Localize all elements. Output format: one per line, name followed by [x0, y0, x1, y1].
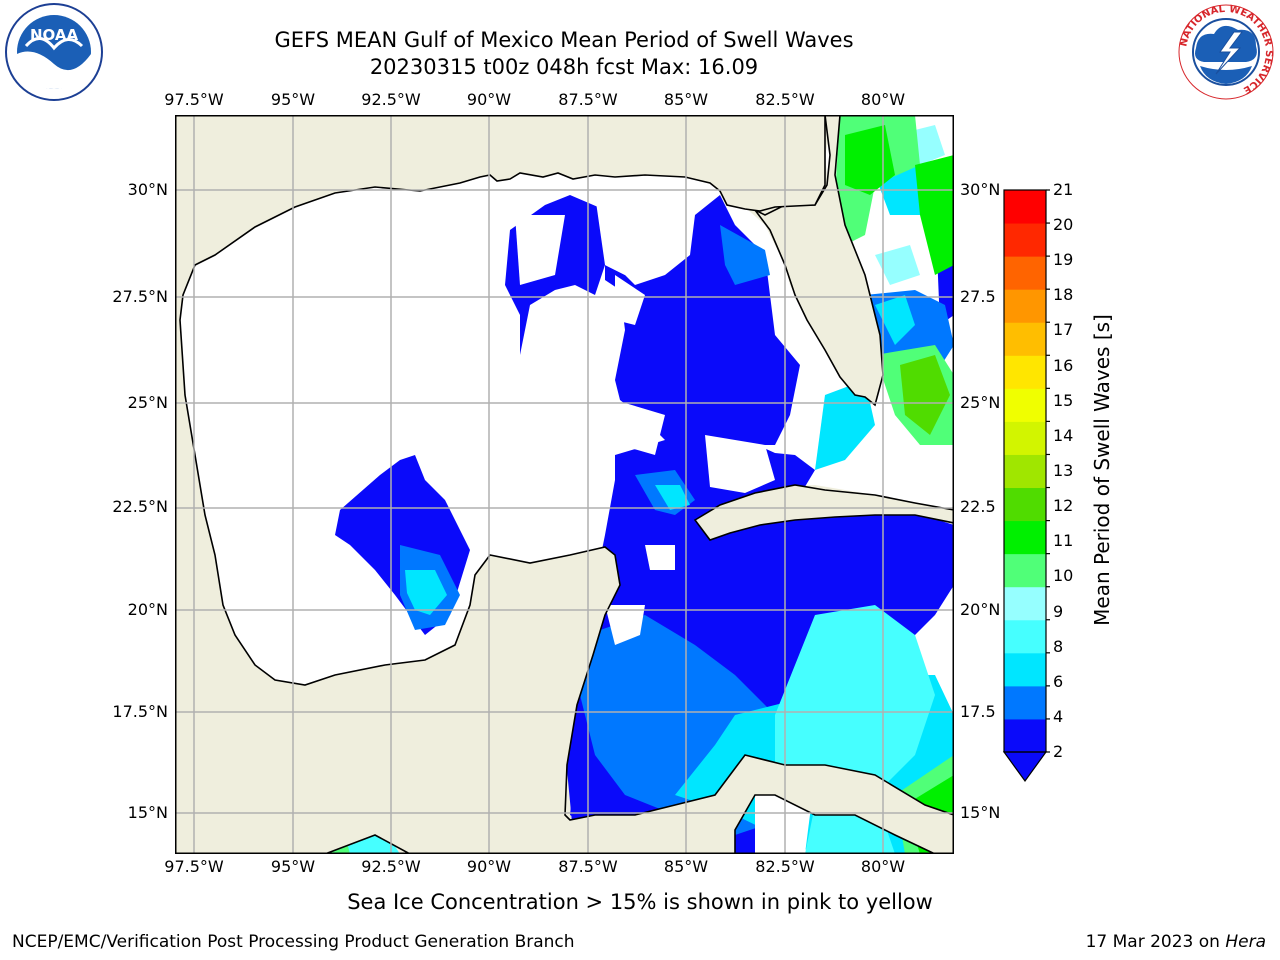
lat-label-left: 17.5°N [112, 702, 168, 721]
colorbar-cell [1004, 421, 1046, 455]
colorbar-cell [1004, 190, 1046, 224]
colorbar-tick-label: 20 [1053, 215, 1074, 234]
sea-ice-note: Sea Ice Concentration > 15% is shown in … [0, 890, 1280, 914]
lat-label-left: 25°N [127, 393, 168, 412]
lat-label-right: 20°N [960, 600, 1001, 619]
colorbar-tick-label: 2 [1053, 742, 1064, 761]
lat-label-left: 22.5°N [112, 497, 168, 516]
lon-label-bottom: 97.5°W [164, 857, 224, 876]
colorbar-label-container: Mean Period of Swell Waves [s] [1082, 314, 1122, 626]
colorbar-tick-label: 12 [1053, 496, 1074, 515]
footer-date-text: 17 Mar 2023 on [1085, 932, 1226, 952]
colorbar-cell [1004, 586, 1046, 621]
colorbar-tick-label: 9 [1053, 602, 1064, 621]
lat-label-left: 30°N [127, 180, 168, 199]
lat-label-right: 27.5 [960, 287, 996, 306]
lat-label-left: 27.5°N [112, 287, 168, 306]
lon-label-bottom: 95°W [270, 857, 316, 876]
noaa-logo: NOAA [4, 2, 104, 102]
map-title: GEFS MEAN Gulf of Mexico Mean Period of … [274, 28, 854, 52]
colorbar-label: Mean Period of Swell Waves [s] [1090, 314, 1114, 626]
lon-label-bottom: 90°W [466, 857, 512, 876]
colorbar-tick-label: 13 [1053, 461, 1074, 480]
footer-org: NCEP/EMC/Verification Post Processing Pr… [12, 932, 575, 952]
lat-label-right: 22.5 [960, 497, 996, 516]
colorbar-cell [1004, 652, 1046, 687]
colorbar-cell [1004, 256, 1046, 290]
gulf-of-mexico-map [175, 115, 954, 854]
colorbar-cell [1004, 289, 1046, 323]
colorbar-cell [1004, 718, 1046, 753]
lat-label-right: 30°N [960, 180, 1001, 199]
colorbar-cell [1004, 388, 1046, 422]
colorbar-tick-label: 6 [1053, 672, 1064, 691]
colorbar-cell [1004, 487, 1046, 522]
map-subtitle: 20230315 t00z 048h fcst Max: 16.09 [369, 55, 759, 79]
footer-machine: Hera [1225, 932, 1266, 952]
colorbar-cell [1004, 454, 1046, 489]
colorbar-cell [1004, 553, 1046, 588]
colorbar-tick-label: 16 [1053, 356, 1074, 375]
lat-label-right: 25°N [960, 393, 1001, 412]
nws-logo: NATIONAL WEATHER SERVICE [1176, 2, 1276, 102]
lat-label-right: 15°N [960, 803, 1001, 822]
lon-label-top: 95°W [270, 90, 316, 109]
lat-label-left: 20°N [127, 600, 168, 619]
lon-label-bottom: 80°W [860, 857, 906, 876]
colorbar-cell [1004, 619, 1046, 654]
colorbar [1002, 189, 1050, 783]
colorbar-tick-label: 8 [1053, 637, 1064, 656]
colorbar-tick-label: 19 [1053, 250, 1074, 269]
colorbar-tick-label: 4 [1053, 707, 1064, 726]
lon-label-bottom: 82.5°W [755, 857, 815, 876]
lon-label-top: 80°W [860, 90, 906, 109]
coastlines [175, 115, 954, 854]
noaa-logo-text: NOAA [30, 26, 79, 44]
colorbar-tick-label: 18 [1053, 285, 1074, 304]
colorbar-cell [1004, 685, 1046, 720]
colorbar-cell [1004, 322, 1046, 356]
lon-label-bottom: 87.5°W [558, 857, 618, 876]
colorbar-cell [1004, 520, 1046, 555]
colorbar-extend-arrow [1002, 751, 1048, 783]
colorbar-tick-label: 17 [1053, 320, 1074, 339]
colorbar-cell [1004, 223, 1046, 257]
colorbar-tick-label: 21 [1053, 180, 1074, 199]
lon-label-top: 97.5°W [164, 90, 224, 109]
colorbar-tick-label: 10 [1053, 566, 1074, 585]
colorbar-tick-label: 14 [1053, 426, 1074, 445]
cuba [693, 484, 954, 541]
lon-label-top: 82.5°W [755, 90, 815, 109]
gridlines [175, 115, 954, 854]
lon-label-bottom: 85°W [663, 857, 709, 876]
lon-label-top: 85°W [663, 90, 709, 109]
map-frame [175, 115, 954, 854]
colorbar-tick-label: 11 [1053, 531, 1074, 550]
mexico-central-america [175, 115, 954, 854]
colorbar-cell [1004, 355, 1046, 389]
colorbar-frame [1003, 189, 1047, 753]
colorbar-tick-label: 15 [1053, 391, 1074, 410]
lat-label-right: 17.5 [960, 702, 996, 721]
lon-label-top: 92.5°W [361, 90, 421, 109]
footer-date: 17 Mar 2023 on Hera [1086, 932, 1266, 952]
sea-ice-note-text: Sea Ice Concentration > 15% is shown in … [347, 890, 933, 914]
lon-label-top: 90°W [466, 90, 512, 109]
lon-label-top: 87.5°W [558, 90, 618, 109]
lon-label-bottom: 92.5°W [361, 857, 421, 876]
lat-label-left: 15°N [127, 803, 168, 822]
